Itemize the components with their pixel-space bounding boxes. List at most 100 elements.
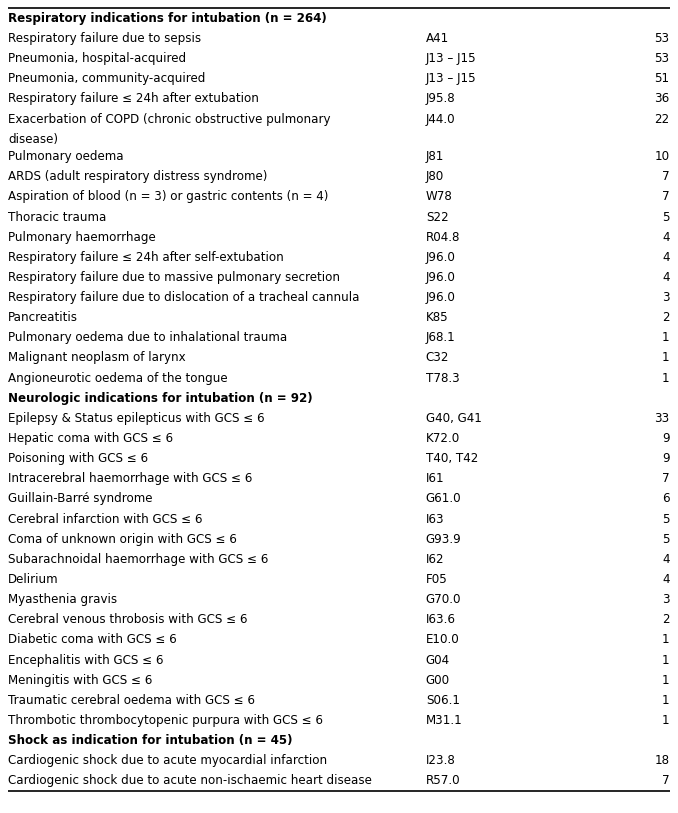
Text: W78: W78: [426, 190, 452, 203]
Text: 4: 4: [662, 250, 670, 263]
Text: Thoracic trauma: Thoracic trauma: [8, 211, 106, 224]
Text: Neurologic indications for intubation (n = 92): Neurologic indications for intubation (n…: [8, 392, 313, 405]
Text: T78.3: T78.3: [426, 372, 460, 385]
Text: G70.0: G70.0: [426, 593, 461, 606]
Text: Cerebral venous throbosis with GCS ≤ 6: Cerebral venous throbosis with GCS ≤ 6: [8, 613, 248, 626]
Text: 2: 2: [662, 311, 670, 324]
Text: 6: 6: [662, 493, 670, 506]
Text: R04.8: R04.8: [426, 231, 460, 244]
Text: Respiratory failure due to massive pulmonary secretion: Respiratory failure due to massive pulmo…: [8, 271, 340, 284]
Text: 1: 1: [662, 654, 670, 667]
Text: 5: 5: [662, 211, 670, 224]
Text: Aspiration of blood (n = 3) or gastric contents (n = 4): Aspiration of blood (n = 3) or gastric c…: [8, 190, 329, 203]
Text: I63.6: I63.6: [426, 613, 456, 626]
Text: Respiratory failure due to sepsis: Respiratory failure due to sepsis: [8, 32, 201, 45]
Text: 51: 51: [654, 72, 670, 85]
Text: 33: 33: [654, 412, 670, 425]
Text: Pulmonary oedema: Pulmonary oedema: [8, 150, 124, 163]
Text: J81: J81: [426, 150, 444, 163]
Text: 4: 4: [662, 573, 670, 586]
Text: 7: 7: [662, 472, 670, 485]
Text: 7: 7: [662, 775, 670, 788]
Text: G40, G41: G40, G41: [426, 412, 481, 425]
Text: Respiratory failure ≤ 24h after self-extubation: Respiratory failure ≤ 24h after self-ext…: [8, 250, 284, 263]
Text: Cardiogenic shock due to acute myocardial infarction: Cardiogenic shock due to acute myocardia…: [8, 754, 327, 767]
Text: T40, T42: T40, T42: [426, 452, 478, 465]
Text: J13 – J15: J13 – J15: [426, 72, 477, 85]
Text: Pneumonia, community-acquired: Pneumonia, community-acquired: [8, 72, 205, 85]
Text: J96.0: J96.0: [426, 250, 456, 263]
Text: I61: I61: [426, 472, 444, 485]
Text: Pancreatitis: Pancreatitis: [8, 311, 79, 324]
Text: Cerebral infarction with GCS ≤ 6: Cerebral infarction with GCS ≤ 6: [8, 513, 203, 525]
Text: Encephalitis with GCS ≤ 6: Encephalitis with GCS ≤ 6: [8, 654, 164, 667]
Text: 9: 9: [662, 432, 670, 445]
Text: J68.1: J68.1: [426, 332, 456, 345]
Text: G93.9: G93.9: [426, 533, 462, 546]
Text: 53: 53: [654, 32, 670, 45]
Text: Angioneurotic oedema of the tongue: Angioneurotic oedema of the tongue: [8, 372, 228, 385]
Text: Subarachnoidal haemorrhage with GCS ≤ 6: Subarachnoidal haemorrhage with GCS ≤ 6: [8, 553, 268, 566]
Text: 4: 4: [662, 553, 670, 566]
Text: Exacerbation of COPD (chronic obstructive pulmonary: Exacerbation of COPD (chronic obstructiv…: [8, 112, 331, 125]
Text: G61.0: G61.0: [426, 493, 462, 506]
Text: S06.1: S06.1: [426, 693, 460, 706]
Text: F05: F05: [426, 573, 447, 586]
Text: 1: 1: [662, 351, 670, 364]
Text: 53: 53: [654, 52, 670, 65]
Text: 5: 5: [662, 513, 670, 525]
Text: 5: 5: [662, 533, 670, 546]
Text: Traumatic cerebral oedema with GCS ≤ 6: Traumatic cerebral oedema with GCS ≤ 6: [8, 693, 256, 706]
Text: 2: 2: [662, 613, 670, 626]
Text: 3: 3: [662, 593, 670, 606]
Text: Intracerebral haemorrhage with GCS ≤ 6: Intracerebral haemorrhage with GCS ≤ 6: [8, 472, 253, 485]
Text: S22: S22: [426, 211, 449, 224]
Text: 10: 10: [654, 150, 670, 163]
Text: Hepatic coma with GCS ≤ 6: Hepatic coma with GCS ≤ 6: [8, 432, 174, 445]
Text: 3: 3: [662, 291, 670, 304]
Text: Poisoning with GCS ≤ 6: Poisoning with GCS ≤ 6: [8, 452, 148, 465]
Text: Diabetic coma with GCS ≤ 6: Diabetic coma with GCS ≤ 6: [8, 633, 177, 646]
Text: Respiratory failure due to dislocation of a tracheal cannula: Respiratory failure due to dislocation o…: [8, 291, 360, 304]
Text: 1: 1: [662, 693, 670, 706]
Text: 1: 1: [662, 372, 670, 385]
Text: Malignant neoplasm of larynx: Malignant neoplasm of larynx: [8, 351, 186, 364]
Text: G00: G00: [426, 674, 450, 687]
Text: A41: A41: [426, 32, 449, 45]
Text: K85: K85: [426, 311, 448, 324]
Text: 4: 4: [662, 231, 670, 244]
Text: Thrombotic thrombocytopenic purpura with GCS ≤ 6: Thrombotic thrombocytopenic purpura with…: [8, 714, 323, 727]
Text: R57.0: R57.0: [426, 775, 460, 788]
Text: M31.1: M31.1: [426, 714, 462, 727]
Text: I63: I63: [426, 513, 444, 525]
Text: Meningitis with GCS ≤ 6: Meningitis with GCS ≤ 6: [8, 674, 153, 687]
Text: Myasthenia gravis: Myasthenia gravis: [8, 593, 117, 606]
Text: I62: I62: [426, 553, 444, 566]
Text: J44.0: J44.0: [426, 112, 456, 125]
Text: disease): disease): [8, 133, 58, 146]
Text: 18: 18: [655, 754, 670, 767]
Text: 1: 1: [662, 674, 670, 687]
Text: Epilepsy & Status epilepticus with GCS ≤ 6: Epilepsy & Status epilepticus with GCS ≤…: [8, 412, 265, 425]
Text: Respiratory failure ≤ 24h after extubation: Respiratory failure ≤ 24h after extubati…: [8, 93, 259, 106]
Text: Guillain-Barré syndrome: Guillain-Barré syndrome: [8, 493, 153, 506]
Text: J13 – J15: J13 – J15: [426, 52, 477, 65]
Text: Coma of unknown origin with GCS ≤ 6: Coma of unknown origin with GCS ≤ 6: [8, 533, 237, 546]
Text: Pulmonary oedema due to inhalational trauma: Pulmonary oedema due to inhalational tra…: [8, 332, 287, 345]
Text: ARDS (adult respiratory distress syndrome): ARDS (adult respiratory distress syndrom…: [8, 170, 268, 183]
Text: Shock as indication for intubation (n = 45): Shock as indication for intubation (n = …: [8, 734, 293, 747]
Text: 36: 36: [654, 93, 670, 106]
Text: 7: 7: [662, 190, 670, 203]
Text: 4: 4: [662, 271, 670, 284]
Text: Cardiogenic shock due to acute non-ischaemic heart disease: Cardiogenic shock due to acute non-ischa…: [8, 775, 372, 788]
Text: J96.0: J96.0: [426, 291, 456, 304]
Text: 7: 7: [662, 170, 670, 183]
Text: J80: J80: [426, 170, 444, 183]
Text: Respiratory indications for intubation (n = 264): Respiratory indications for intubation (…: [8, 12, 327, 25]
Text: 1: 1: [662, 633, 670, 646]
Text: 1: 1: [662, 332, 670, 345]
Text: 1: 1: [662, 714, 670, 727]
Text: E10.0: E10.0: [426, 633, 460, 646]
Text: 9: 9: [662, 452, 670, 465]
Text: K72.0: K72.0: [426, 432, 460, 445]
